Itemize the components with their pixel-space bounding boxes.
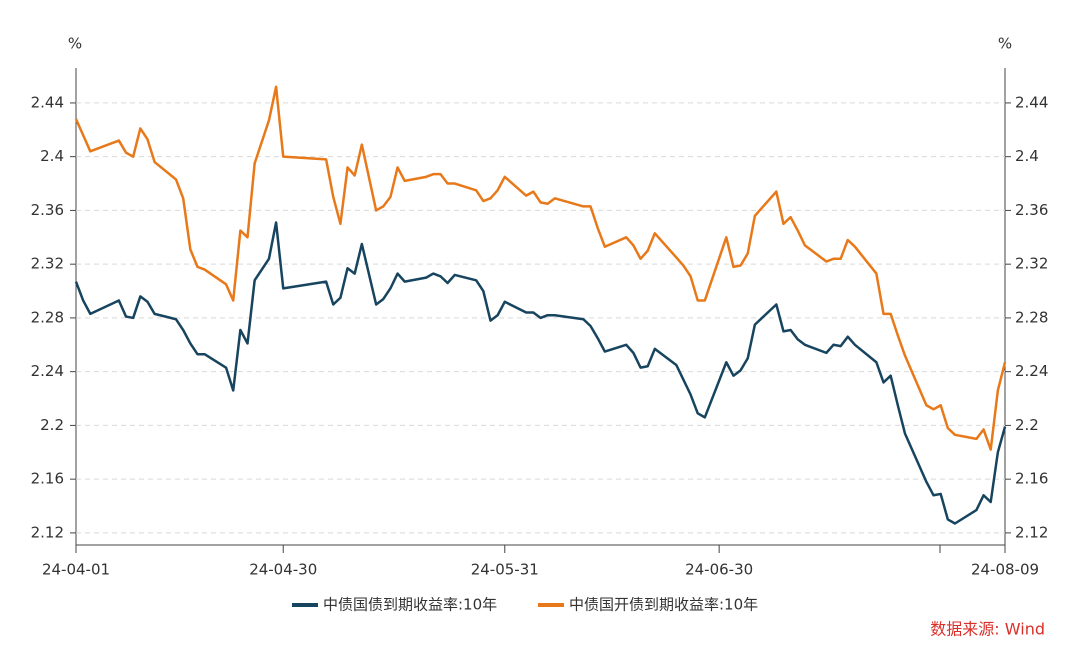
series-line [74, 221, 1007, 525]
legend-label: 中债国开债到期收益率:10年 [569, 596, 758, 614]
series-line [74, 85, 1007, 451]
y2-tick-label: 2.16 [1015, 470, 1048, 488]
y2-tick-label: 2.44 [1015, 93, 1048, 111]
y-tick-label: 2.36 [31, 201, 64, 219]
y-tick-label: 2.44 [31, 93, 64, 111]
y-tick-label: 2.16 [31, 470, 64, 488]
x-tick-label: 24-06-30 [685, 561, 753, 579]
y2-tick-label: 2.36 [1015, 201, 1048, 219]
y-tick-label: 2.4 [40, 147, 64, 165]
legend-label: 中债国债到期收益率:10年 [323, 596, 497, 614]
y-tick-label: 2.12 [31, 523, 64, 541]
y-tick-label: 2.28 [31, 308, 64, 326]
x-tick-label: 24-08-09 [971, 561, 1039, 579]
y2-tick-label: 2.24 [1015, 362, 1048, 380]
y2-tick-label: 2.4 [1015, 147, 1039, 165]
x-tick-label: 24-04-30 [249, 561, 317, 579]
x-tick-label: 24-05-31 [471, 561, 539, 579]
y-tick-label: 2.32 [31, 255, 64, 273]
y2-tick-label: 2.2 [1015, 416, 1039, 434]
y2-tick-label: 2.12 [1015, 523, 1048, 541]
y2-unit: % [998, 35, 1012, 53]
y2-tick-label: 2.28 [1015, 308, 1048, 326]
source: 数据来源: Wind [930, 620, 1045, 639]
y-tick-label: 2.24 [31, 362, 64, 380]
x-tick-label: 24-04-01 [42, 561, 110, 579]
y-tick-label: 2.2 [40, 416, 64, 434]
y-unit: % [68, 35, 82, 53]
y2-tick-label: 2.32 [1015, 255, 1048, 273]
